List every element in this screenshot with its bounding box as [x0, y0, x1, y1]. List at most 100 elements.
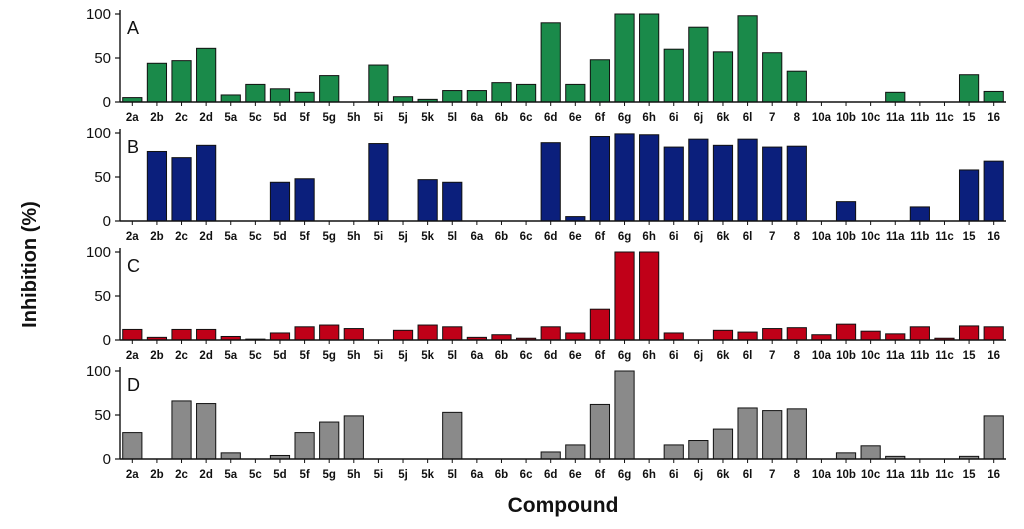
- bar-A-5d: [269, 88, 291, 103]
- x-tick-label-D-5d: 5d: [273, 469, 286, 481]
- y-tick-label-A-50: 50: [94, 50, 111, 67]
- bar-B-15: [958, 169, 980, 222]
- x-tick-label-C-6i: 6i: [669, 350, 679, 362]
- x-tick-label-D-6d: 6d: [544, 469, 557, 481]
- bar-B-5i: [368, 143, 389, 222]
- bar-D-5h: [343, 415, 364, 460]
- x-tick-label-C-11a: 11a: [886, 350, 905, 362]
- x-tick-label-A-6e: 6e: [569, 112, 582, 124]
- bar-C-2d: [196, 328, 217, 341]
- bar-A-5a: [220, 94, 241, 103]
- x-tick-label-B-6i: 6i: [669, 231, 679, 243]
- bar-A-5c: [245, 83, 266, 103]
- bar-B-8: [786, 145, 807, 222]
- bar-C-6h: [639, 251, 660, 341]
- bar-D-6d: [540, 451, 561, 460]
- bar-D-2d: [196, 403, 217, 460]
- bar-B-2d: [196, 144, 217, 222]
- x-tick-label-A-6c: 6c: [520, 112, 533, 124]
- x-tick-label-C-5d: 5d: [273, 350, 286, 362]
- x-tick-label-C-6d: 6d: [544, 350, 557, 362]
- bar-A-5i: [368, 64, 389, 103]
- x-tick-label-A-11b: 11b: [910, 112, 929, 124]
- bar-D-6l: [737, 407, 758, 460]
- x-tick-label-D-10c: 10c: [861, 469, 881, 481]
- x-tick-label-D-16: 16: [987, 469, 1000, 481]
- bar-C-5l: [442, 326, 463, 341]
- bar-C-16: [983, 326, 1004, 341]
- bar-C-10a: [811, 334, 832, 341]
- x-tick-label-A-7: 7: [769, 112, 775, 124]
- bar-C-6b: [491, 334, 512, 341]
- x-tick-label-D-10a: 10a: [812, 469, 832, 481]
- bar-A-6h: [639, 13, 660, 103]
- x-tick-label-B-5h: 5h: [347, 231, 360, 243]
- bar-D-10b: [835, 452, 857, 460]
- bar-D-5f: [294, 432, 315, 460]
- bar-B-11b: [909, 206, 930, 222]
- bar-B-2c: [171, 157, 192, 222]
- x-tick-label-A-6g: 6g: [618, 112, 631, 124]
- bar-B-6h: [639, 134, 660, 222]
- bar-A-5f: [294, 91, 315, 103]
- bar-A-5l: [442, 90, 463, 103]
- bar-C-6i: [663, 332, 684, 341]
- x-tick-label-D-5l: 5l: [447, 469, 457, 481]
- bar-C-10b: [835, 323, 857, 341]
- bar-A-2d: [196, 47, 217, 103]
- x-tick-label-A-5d: 5d: [273, 112, 286, 124]
- x-tick-label-B-6c: 6c: [520, 231, 533, 243]
- bar-C-6k: [712, 329, 734, 341]
- bar-B-6i: [663, 146, 684, 222]
- x-tick-label-A-6h: 6h: [642, 112, 655, 124]
- x-tick-label-A-6k: 6k: [717, 112, 730, 124]
- x-tick-label-C-5a: 5a: [224, 350, 237, 362]
- y-axis-title: Inhibition (%): [0, 0, 60, 529]
- bar-A-15: [958, 74, 980, 103]
- bar-D-6g: [614, 370, 635, 460]
- x-tick-label-A-6f: 6f: [595, 112, 605, 124]
- bar-B-5l: [442, 181, 463, 222]
- x-tick-label-B-5d: 5d: [273, 231, 286, 243]
- x-tick-label-D-2d: 2d: [199, 469, 212, 481]
- x-tick-label-D-6e: 6e: [569, 469, 582, 481]
- bar-C-2a: [122, 328, 143, 341]
- bar-C-8: [786, 327, 807, 341]
- x-tick-label-C-8: 8: [794, 350, 801, 362]
- x-tick-label-B-16: 16: [987, 231, 1000, 243]
- x-tick-label-D-15: 15: [963, 469, 976, 481]
- x-tick-label-A-10c: 10c: [861, 112, 881, 124]
- bar-A-11a: [885, 91, 906, 103]
- x-tick-label-D-2a: 2a: [126, 469, 139, 481]
- bar-D-10c: [860, 445, 881, 460]
- bar-A-6b: [491, 82, 512, 103]
- x-tick-label-A-10a: 10a: [812, 112, 832, 124]
- bar-C-6d: [540, 326, 561, 341]
- panel-label-C: C: [127, 256, 140, 276]
- x-tick-label-D-11c: 11c: [935, 469, 954, 481]
- bar-C-5d: [269, 332, 291, 341]
- x-tick-label-C-5k: 5k: [421, 350, 434, 362]
- bar-C-6e: [565, 332, 586, 341]
- bar-A-8: [786, 70, 807, 103]
- x-tick-label-B-2b: 2b: [150, 231, 163, 243]
- bar-A-6j: [688, 26, 709, 103]
- x-tick-label-C-15: 15: [963, 350, 976, 362]
- x-tick-label-D-6b: 6b: [495, 469, 508, 481]
- x-tick-label-C-5c: 5c: [249, 350, 262, 362]
- x-tick-label-C-2a: 2a: [126, 350, 139, 362]
- bar-B-6l: [737, 138, 758, 222]
- x-tick-label-D-5c: 5c: [249, 469, 262, 481]
- x-tick-label-A-2d: 2d: [199, 112, 212, 124]
- bar-A-5j: [392, 96, 414, 103]
- x-tick-label-A-6d: 6d: [544, 112, 557, 124]
- x-tick-label-C-6h: 6h: [642, 350, 655, 362]
- bar-C-7: [762, 328, 783, 341]
- x-tick-label-D-5h: 5h: [347, 469, 360, 481]
- x-tick-label-C-6b: 6b: [495, 350, 508, 362]
- bar-B-6k: [712, 144, 734, 222]
- bar-C-15: [958, 325, 980, 341]
- bar-D-6f: [589, 403, 611, 460]
- x-tick-label-B-6l: 6l: [743, 231, 753, 243]
- x-tick-label-C-7: 7: [769, 350, 775, 362]
